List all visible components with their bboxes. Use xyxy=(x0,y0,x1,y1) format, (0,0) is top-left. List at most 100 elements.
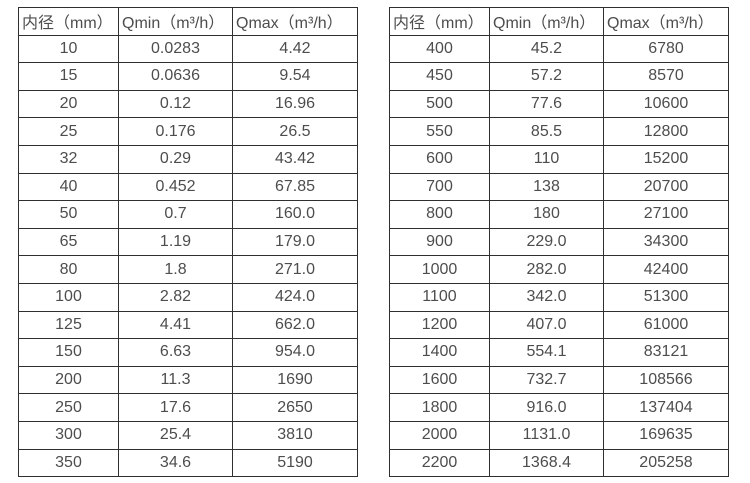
table-row: 150 6.63 954.0 xyxy=(18,338,358,367)
cell-qmax: 8570 xyxy=(603,62,729,91)
cell-qmin: 57.2 xyxy=(489,62,604,91)
cell-diameter: 1200 xyxy=(389,310,490,340)
cell-diameter: 250 xyxy=(18,393,119,422)
cell-diameter: 400 xyxy=(389,34,490,64)
cell-diameter: 65 xyxy=(18,227,119,257)
cell-qmin: 407.0 xyxy=(489,310,604,340)
table-row: 20 0.12 16.96 xyxy=(18,89,358,119)
cell-qmax: 43.42 xyxy=(232,144,358,174)
cell-qmax: 42400 xyxy=(603,255,729,284)
flow-table-left: 内径（mm） Qmin（m³/h） Qmax（m³/h） 10 0.0283 4.4… xyxy=(18,7,358,478)
header-qmin: Qmin（m³/h） xyxy=(489,7,604,36)
table-body: 10 0.0283 4.42 15 0.0636 9.54 20 0.12 16.96 25 0.1… xyxy=(18,34,358,478)
cell-qmin: 110 xyxy=(489,144,604,174)
cell-qmax: 954.0 xyxy=(232,338,358,367)
cell-qmax: 16.96 xyxy=(232,89,358,119)
table-row: 1400 554.1 83121 xyxy=(389,338,729,367)
cell-qmin: 0.12 xyxy=(118,89,233,119)
cell-qmin: 916.0 xyxy=(489,393,604,422)
table-row: 50 0.7 160.0 xyxy=(18,200,358,229)
header-qmax: Qmax（m³/h） xyxy=(232,7,358,36)
cell-qmin: 6.63 xyxy=(118,338,233,367)
cell-diameter: 900 xyxy=(389,227,490,257)
cell-qmax: 34300 xyxy=(603,227,729,257)
cell-qmax: 10600 xyxy=(603,89,729,119)
cell-qmax: 137404 xyxy=(603,393,729,422)
table-row: 1600 732.7 108566 xyxy=(389,365,729,395)
cell-qmax: 61000 xyxy=(603,310,729,340)
cell-diameter: 125 xyxy=(18,310,119,340)
table-row: 900 229.0 34300 xyxy=(389,227,729,257)
cell-qmin: 0.0636 xyxy=(118,62,233,91)
cell-qmax: 6780 xyxy=(603,34,729,64)
cell-qmin: 1.19 xyxy=(118,227,233,257)
cell-qmax: 12800 xyxy=(603,117,729,146)
cell-diameter: 1800 xyxy=(389,393,490,422)
header-row: 内径（mm） Qmin（m³/h） Qmax（m³/h） xyxy=(389,7,729,36)
cell-qmax: 169635 xyxy=(603,420,729,450)
cell-diameter: 700 xyxy=(389,172,490,202)
cell-qmin: 0.7 xyxy=(118,200,233,229)
cell-qmax: 15200 xyxy=(603,144,729,174)
cell-qmin: 0.176 xyxy=(118,117,233,146)
cell-qmax: 179.0 xyxy=(232,227,358,257)
cell-qmin: 17.6 xyxy=(118,393,233,422)
cell-diameter: 1000 xyxy=(389,255,490,284)
cell-diameter: 2000 xyxy=(389,420,490,450)
table-row: 800 180 27100 xyxy=(389,200,729,229)
cell-diameter: 150 xyxy=(18,338,119,367)
cell-qmin: 1.8 xyxy=(118,255,233,284)
table-row: 250 17.6 2650 xyxy=(18,393,358,422)
cell-diameter: 32 xyxy=(18,144,119,174)
header-diameter: 内径（mm） xyxy=(18,7,119,36)
cell-qmax: 4.42 xyxy=(232,34,358,64)
table-row: 65 1.19 179.0 xyxy=(18,227,358,257)
table-row: 350 34.6 5190 xyxy=(18,448,358,478)
cell-qmax: 51300 xyxy=(603,282,729,312)
cell-qmin: 85.5 xyxy=(489,117,604,146)
cell-qmax: 9.54 xyxy=(232,62,358,91)
cell-qmin: 34.6 xyxy=(118,448,233,478)
table-body: 400 45.2 6780 450 57.2 8570 500 77.6 10600 550 85.… xyxy=(389,34,729,478)
cell-qmax: 67.85 xyxy=(232,172,358,202)
cell-qmax: 27100 xyxy=(603,200,729,229)
table-row: 2000 1131.0 169635 xyxy=(389,420,729,450)
cell-diameter: 200 xyxy=(18,365,119,395)
cell-qmax: 5190 xyxy=(232,448,358,478)
table-row: 500 77.6 10600 xyxy=(389,89,729,119)
cell-diameter: 100 xyxy=(18,282,119,312)
cell-qmax: 108566 xyxy=(603,365,729,395)
cell-diameter: 80 xyxy=(18,255,119,284)
cell-qmax: 424.0 xyxy=(232,282,358,312)
cell-qmax: 20700 xyxy=(603,172,729,202)
table-row: 1800 916.0 137404 xyxy=(389,393,729,422)
cell-qmax: 160.0 xyxy=(232,200,358,229)
header-diameter: 内径（mm） xyxy=(389,7,490,36)
cell-qmin: 1368.4 xyxy=(489,448,604,478)
cell-qmin: 138 xyxy=(489,172,604,202)
cell-qmin: 4.41 xyxy=(118,310,233,340)
table-row: 550 85.5 12800 xyxy=(389,117,729,146)
table-row: 32 0.29 43.42 xyxy=(18,144,358,174)
cell-qmin: 1131.0 xyxy=(489,420,604,450)
table-row: 450 57.2 8570 xyxy=(389,62,729,91)
cell-qmin: 45.2 xyxy=(489,34,604,64)
cell-qmax: 271.0 xyxy=(232,255,358,284)
cell-qmax: 83121 xyxy=(603,338,729,367)
cell-qmin: 282.0 xyxy=(489,255,604,284)
cell-diameter: 350 xyxy=(18,448,119,478)
table-row: 1200 407.0 61000 xyxy=(389,310,729,340)
cell-diameter: 20 xyxy=(18,89,119,119)
cell-diameter: 1100 xyxy=(389,282,490,312)
cell-qmin: 554.1 xyxy=(489,338,604,367)
cell-diameter: 300 xyxy=(18,420,119,450)
table-row: 25 0.176 26.5 xyxy=(18,117,358,146)
flow-table-right: 内径（mm） Qmin（m³/h） Qmax（m³/h） 400 45.2 6780… xyxy=(389,7,729,478)
cell-diameter: 450 xyxy=(389,62,490,91)
table-row: 15 0.0636 9.54 xyxy=(18,62,358,91)
cell-diameter: 500 xyxy=(389,89,490,119)
cell-diameter: 1600 xyxy=(389,365,490,395)
cell-qmax: 662.0 xyxy=(232,310,358,340)
cell-qmin: 0.0283 xyxy=(118,34,233,64)
